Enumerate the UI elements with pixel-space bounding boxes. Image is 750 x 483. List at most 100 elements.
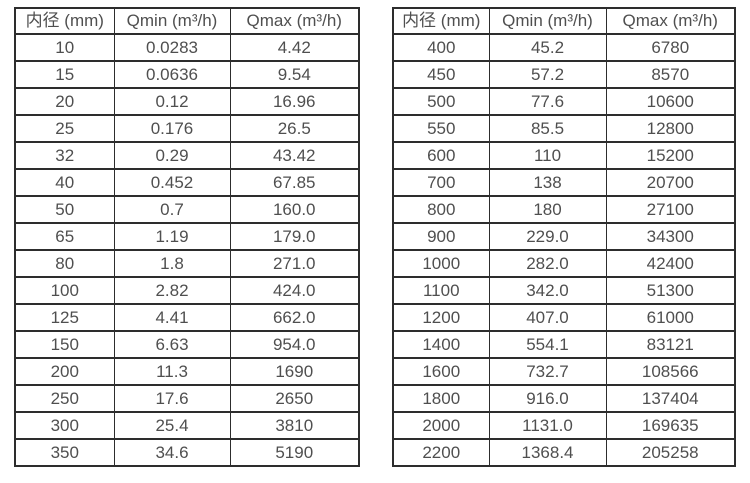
table-cell: 138: [488, 168, 607, 197]
table-cell: 1.8: [113, 249, 231, 278]
table-cell: 0.452: [113, 168, 231, 197]
table-header-row: 内径 (mm) Qmin (m³/h) Qmax (m³/h): [392, 7, 736, 35]
table-cell: 342.0: [488, 276, 607, 305]
table-row: 15 0.0636 9.54: [14, 60, 360, 89]
table-header-row: 内径 (mm) Qmin (m³/h) Qmax (m³/h): [14, 7, 360, 35]
table-cell: 400: [392, 33, 490, 62]
table-cell: 205258: [605, 438, 736, 467]
table-cell: 1200: [392, 303, 490, 332]
table-cell: 8570: [605, 60, 736, 89]
table-header-row: 内径 (mm) Qmin (m³/h) Qmax (m³/h): [392, 7, 736, 35]
table-cell: 1600: [392, 357, 490, 386]
spec-table-large-diameters: 内径 (mm) Qmin (m³/h) Qmax (m³/h) 400 45.2 678…: [392, 7, 736, 467]
table-row: 700 138 20700: [392, 168, 736, 197]
table-row: 400 45.2 6780: [392, 33, 736, 62]
table-cell: 17.6: [113, 384, 231, 413]
table-cell: 179.0: [229, 222, 360, 251]
table-cell: 61000: [605, 303, 736, 332]
table-row: 100 2.82 424.0: [14, 276, 360, 305]
table-cell: 108566: [605, 357, 736, 386]
table-cell: 0.0636: [113, 60, 231, 89]
table-row: 900 229.0 34300: [392, 222, 736, 251]
table-row: 1800 916.0 137404: [392, 384, 736, 413]
table-cell: 662.0: [229, 303, 360, 332]
table-cell: 554.1: [488, 330, 607, 359]
table-cell: 12800: [605, 114, 736, 143]
table-cell: 0.176: [113, 114, 231, 143]
table-cell: 1690: [229, 357, 360, 386]
column-header: Qmax (m³/h): [229, 7, 360, 35]
table-cell: 300: [14, 411, 115, 440]
table-cell: 43.42: [229, 141, 360, 170]
table-cell: 27100: [605, 195, 736, 224]
column-header: Qmin (m³/h): [488, 7, 607, 35]
table-cell: 6.63: [113, 330, 231, 359]
table-cell: 25.4: [113, 411, 231, 440]
column-header: 内径 (mm): [392, 7, 490, 35]
table-cell: 15200: [605, 141, 736, 170]
table-body: 400 45.2 6780 450 57.2 8570 500 77.6 10600 550 85.…: [392, 33, 736, 467]
table-cell: 15: [14, 60, 115, 89]
table-cell: 77.6: [488, 87, 607, 116]
table-cell: 1100: [392, 276, 490, 305]
table-cell: 250: [14, 384, 115, 413]
table-cell: 4.42: [229, 33, 360, 62]
table-cell: 10: [14, 33, 115, 62]
table-cell: 100: [14, 276, 115, 305]
column-header: Qmin (m³/h): [113, 7, 231, 35]
table-cell: 282.0: [488, 249, 607, 278]
table-cell: 271.0: [229, 249, 360, 278]
table-row: 32 0.29 43.42: [14, 141, 360, 170]
table-cell: 34300: [605, 222, 736, 251]
table-cell: 1400: [392, 330, 490, 359]
table-cell: 200: [14, 357, 115, 386]
table-header-row: 内径 (mm) Qmin (m³/h) Qmax (m³/h): [14, 7, 360, 35]
table-row: 250 17.6 2650: [14, 384, 360, 413]
table-cell: 20700: [605, 168, 736, 197]
data-table: 内径 (mm) Qmin (m³/h) Qmax (m³/h) 10 0.0283 4.…: [14, 7, 360, 467]
table-cell: 500: [392, 87, 490, 116]
table-cell: 424.0: [229, 276, 360, 305]
table-row: 1200 407.0 61000: [392, 303, 736, 332]
data-table: 内径 (mm) Qmin (m³/h) Qmax (m³/h) 400 45.2 678…: [392, 7, 736, 467]
table-cell: 1131.0: [488, 411, 607, 440]
table-row: 350 34.6 5190: [14, 438, 360, 467]
table-cell: 700: [392, 168, 490, 197]
table-body: 10 0.0283 4.42 15 0.0636 9.54 20 0.12 16.96 25 0.1…: [14, 33, 360, 467]
table-cell: 80: [14, 249, 115, 278]
table-cell: 83121: [605, 330, 736, 359]
table-cell: 169635: [605, 411, 736, 440]
table-cell: 2.82: [113, 276, 231, 305]
table-cell: 160.0: [229, 195, 360, 224]
table-row: 50 0.7 160.0: [14, 195, 360, 224]
column-header: Qmax (m³/h): [605, 7, 736, 35]
table-cell: 1000: [392, 249, 490, 278]
table-cell: 26.5: [229, 114, 360, 143]
table-cell: 1800: [392, 384, 490, 413]
table-row: 800 180 27100: [392, 195, 736, 224]
table-cell: 51300: [605, 276, 736, 305]
table-row: 40 0.452 67.85: [14, 168, 360, 197]
table-cell: 16.96: [229, 87, 360, 116]
table-cell: 0.29: [113, 141, 231, 170]
table-cell: 450: [392, 60, 490, 89]
table-cell: 65: [14, 222, 115, 251]
table-row: 125 4.41 662.0: [14, 303, 360, 332]
table-row: 1600 732.7 108566: [392, 357, 736, 386]
table-cell: 954.0: [229, 330, 360, 359]
table-cell: 1368.4: [488, 438, 607, 467]
table-row: 1400 554.1 83121: [392, 330, 736, 359]
table-row: 65 1.19 179.0: [14, 222, 360, 251]
table-row: 20 0.12 16.96: [14, 87, 360, 116]
table-cell: 732.7: [488, 357, 607, 386]
table-cell: 40: [14, 168, 115, 197]
table-cell: 0.0283: [113, 33, 231, 62]
column-header: 内径 (mm): [14, 7, 115, 35]
table-row: 80 1.8 271.0: [14, 249, 360, 278]
table-row: 500 77.6 10600: [392, 87, 736, 116]
table-cell: 11.3: [113, 357, 231, 386]
table-cell: 6780: [605, 33, 736, 62]
table-cell: 137404: [605, 384, 736, 413]
table-cell: 150: [14, 330, 115, 359]
table-cell: 10600: [605, 87, 736, 116]
